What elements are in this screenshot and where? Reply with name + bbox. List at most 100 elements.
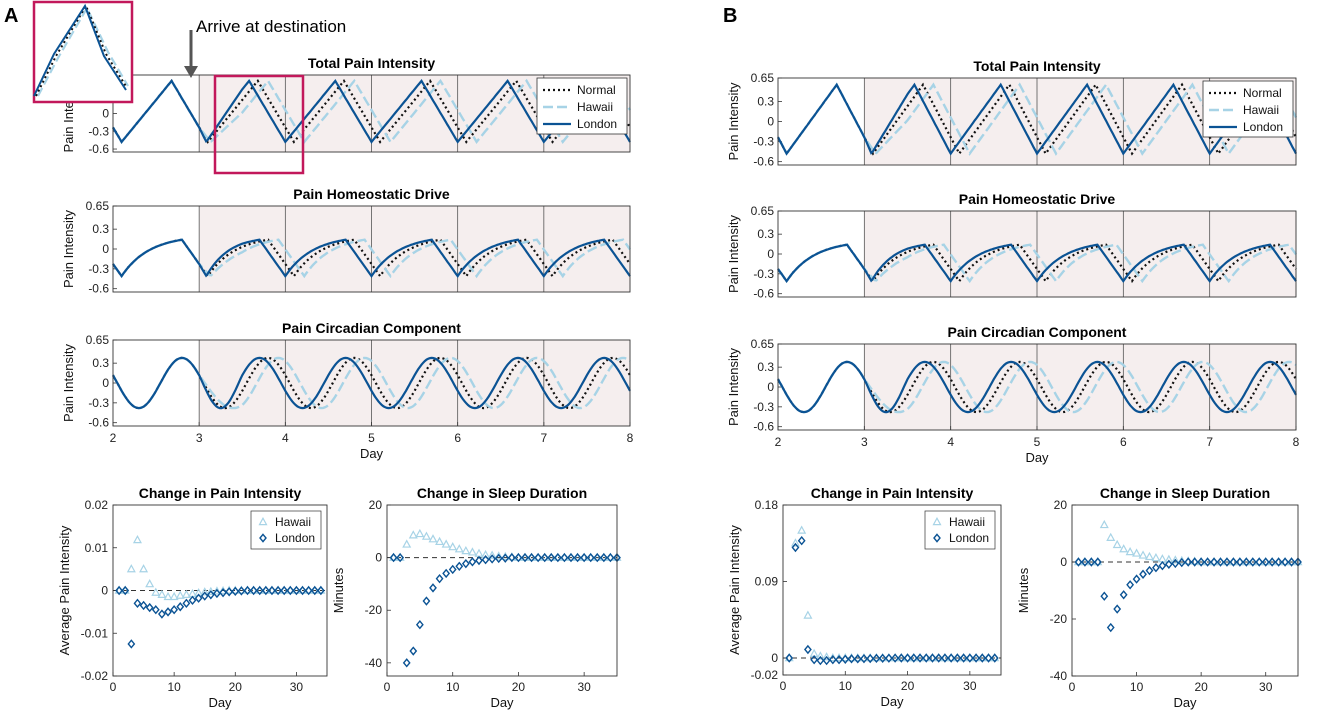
y-tick-label: -0.3: [88, 262, 109, 276]
y-axis-label: Minutes: [1016, 567, 1031, 613]
point-london: [115, 585, 124, 596]
point-london: [1152, 563, 1160, 573]
y-axis-label: Pain Intensity: [61, 343, 76, 422]
arrow-head: [184, 66, 198, 78]
point-london: [828, 655, 837, 665]
point-london: [176, 602, 185, 612]
legend-label-normal: Normal: [577, 83, 616, 97]
point-london: [1184, 557, 1193, 567]
point-hawaii: [467, 547, 477, 556]
y-tick-label: -0.3: [753, 400, 774, 414]
point-london: [1242, 557, 1251, 567]
point-london: [534, 552, 543, 563]
point-hawaii: [481, 549, 491, 559]
y-tick-label: -0.01: [81, 626, 109, 640]
point-hawaii: [1099, 519, 1109, 529]
point-hawaii: [175, 590, 185, 599]
point-london: [978, 653, 987, 663]
point-london: [292, 585, 301, 596]
x-axis-label: Day: [880, 694, 904, 709]
point-london: [909, 653, 918, 663]
point-hawaii: [1119, 544, 1129, 553]
y-axis-label: Pain Intensity: [726, 347, 741, 426]
point-hawaii: [181, 589, 191, 598]
point-london: [891, 653, 900, 663]
point-london: [872, 653, 881, 664]
point-london: [188, 595, 197, 606]
shaded-region: [864, 211, 1296, 297]
point-london: [194, 593, 203, 603]
y-tick-label: 0.02: [85, 498, 109, 512]
legend-label-normal: Normal: [1243, 86, 1282, 100]
point-hawaii: [1138, 550, 1148, 559]
legend-box: [250, 510, 322, 550]
point-london: [1093, 557, 1102, 567]
y-tick-label: 0.65: [86, 199, 110, 213]
london-series: [777, 82, 1297, 156]
chart-title: Change in Pain Intensity: [811, 485, 974, 501]
axes-frame: [112, 205, 631, 293]
point-london: [1119, 590, 1128, 600]
point-london: [121, 585, 130, 596]
legend-label-london: London: [1243, 120, 1283, 134]
point-hawaii: [408, 530, 418, 539]
y-axis-label: Average Pain Intensity: [727, 525, 742, 655]
x-tick-label: 10: [167, 680, 181, 694]
point-london: [860, 653, 868, 664]
series-london: [115, 585, 325, 649]
point-london: [170, 605, 179, 615]
x-tick-label: 7: [1206, 435, 1213, 449]
point-london: [835, 655, 843, 665]
point-london: [816, 655, 825, 666]
y-tick-label: 0: [102, 376, 109, 390]
axes-frame: [777, 210, 1297, 298]
y-tick-label: -40: [1050, 669, 1068, 683]
point-london: [1081, 557, 1089, 567]
y-tick-label: 0.3: [92, 222, 109, 236]
point-london: [822, 655, 831, 666]
point-london: [475, 555, 483, 566]
point-hawaii: [157, 589, 167, 598]
point-hawaii: [402, 539, 412, 548]
point-hawaii: [441, 539, 451, 548]
inset-hawaii-line: [37, 5, 129, 97]
point-london: [435, 573, 444, 584]
x-tick-label: 10: [839, 679, 853, 693]
x-axis-label: Day: [208, 695, 232, 710]
y-axis-label: Pain Intensity: [726, 214, 741, 293]
point-hawaii: [163, 591, 173, 601]
point-london: [1287, 557, 1296, 567]
point-london: [213, 588, 221, 599]
point-london: [527, 552, 536, 563]
point-london: [145, 602, 154, 613]
point-london: [1087, 557, 1096, 567]
legend-label-hawaii: Hawaii: [949, 515, 985, 529]
y-tick-label: 0: [767, 247, 774, 261]
london-series: [112, 356, 631, 410]
point-london: [151, 605, 160, 615]
point-london: [206, 590, 215, 600]
point-london: [1113, 604, 1122, 614]
y-tick-label: 0: [102, 107, 109, 121]
london-series: [777, 243, 1297, 284]
y-tick-label: 20: [369, 498, 383, 512]
chart-title: Pain Circadian Component: [282, 320, 461, 336]
london-series: [112, 238, 631, 279]
point-london: [785, 653, 794, 663]
chart-title: Pain Homeostatic Drive: [293, 186, 450, 202]
point-london: [866, 653, 875, 664]
point-hawaii: [474, 548, 484, 557]
y-tick-label: 0: [767, 380, 774, 394]
x-tick-label: 3: [861, 435, 868, 449]
panel-label-b: B: [723, 5, 737, 27]
point-london: [1203, 557, 1212, 567]
point-london: [249, 585, 258, 596]
point-hawaii: [126, 564, 136, 573]
x-tick-label: 20: [1194, 680, 1208, 694]
x-tick-label: 2: [775, 435, 782, 449]
chart-A-homeo: Pain Homeostatic Drive 0.65 0.3 0 -0.3 -0.6 Pa…: [61, 186, 631, 296]
x-tick-label: 0: [1069, 680, 1076, 694]
point-london: [580, 552, 589, 563]
point-hawaii: [1106, 532, 1116, 541]
